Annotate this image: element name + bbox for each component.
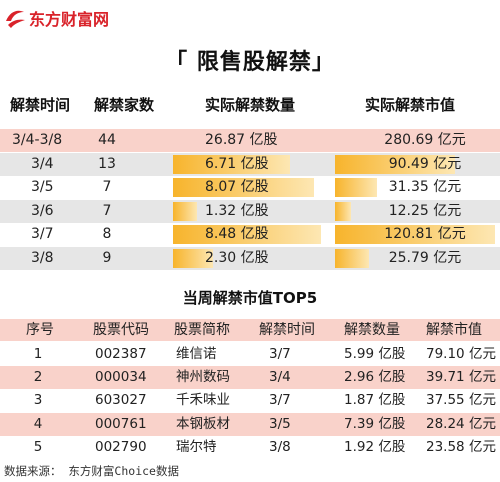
row-count: 9 bbox=[102, 249, 112, 266]
top5-date: 3/7 bbox=[269, 392, 291, 409]
header-shares: 解禁数量 bbox=[344, 322, 400, 338]
top5-row: 4 000761 本钢板材 3/5 7.39 亿股 28.24 亿元 bbox=[0, 412, 500, 436]
top5-name: 维信诺 bbox=[176, 346, 217, 362]
header: 东方财富网 bbox=[0, 0, 500, 38]
header-value: 实际解禁市值 bbox=[365, 96, 456, 114]
top5-code: 000761 bbox=[95, 415, 147, 432]
row-date: 3/8 bbox=[31, 249, 54, 266]
top5-code: 603027 bbox=[95, 392, 147, 409]
top5-name: 瑞尔特 bbox=[176, 438, 217, 455]
row-count: 7 bbox=[102, 202, 112, 219]
unlock-row: 3/4-3/8 44 26.87 亿股 280.69 亿元 bbox=[0, 129, 500, 152]
data-source: 数据来源： 东方财富Choice数据 bbox=[4, 464, 179, 478]
brand-name: 东方财富网 bbox=[29, 10, 110, 29]
shares-bar bbox=[173, 225, 321, 244]
row-value: 280.69 亿元 bbox=[384, 132, 466, 148]
header-code: 股票代码 bbox=[93, 322, 149, 338]
value-bar bbox=[335, 201, 351, 221]
top5-value: 28.24 亿元 bbox=[426, 415, 496, 432]
page-title: 「 限售股解禁」 bbox=[165, 50, 335, 75]
row-shares: 8.48 亿股 bbox=[205, 226, 269, 242]
top5-code: 000034 bbox=[95, 369, 147, 386]
top5-name: 千禾味业 bbox=[176, 392, 230, 409]
top5-no: 5 bbox=[33, 438, 43, 455]
header-date: 解禁时间 bbox=[10, 96, 71, 114]
top5-shares: 1.92 亿股 bbox=[344, 438, 406, 455]
row-count: 44 bbox=[98, 132, 116, 148]
top5-value: 23.58 亿元 bbox=[426, 438, 496, 455]
value-bar bbox=[335, 178, 377, 197]
unlock-row: 3/5 7 8.07 亿股 31.35 亿元 bbox=[0, 176, 500, 199]
top5-code: 002387 bbox=[95, 346, 147, 362]
unlock-table-header: 解禁时间 解禁家数 实际解禁数量 实际解禁市值 bbox=[0, 94, 500, 120]
top5-row: 1 002387 维信诺 3/7 5.99 亿股 79.10 亿元 bbox=[0, 343, 500, 366]
row-date: 3/4 bbox=[31, 155, 54, 172]
row-count: 7 bbox=[102, 179, 112, 195]
top5-value: 39.71 亿元 bbox=[426, 369, 496, 386]
value-bar bbox=[335, 154, 455, 174]
unlock-row: 3/8 9 2.30 亿股 25.79 亿元 bbox=[0, 246, 500, 270]
top5-table-header: 序号 股票代码 股票简称 解禁时间 解禁数量 解禁市值 bbox=[0, 319, 500, 341]
row-shares: 26.87 亿股 bbox=[205, 132, 278, 148]
header-date: 解禁时间 bbox=[259, 322, 315, 338]
row-date: 3/6 bbox=[31, 202, 54, 219]
row-shares: 1.32 亿股 bbox=[205, 202, 269, 219]
top5-no: 1 bbox=[33, 346, 43, 362]
top5-shares: 7.39 亿股 bbox=[344, 415, 406, 432]
value-bar bbox=[335, 225, 495, 244]
top5-value: 79.10 亿元 bbox=[426, 346, 496, 362]
top5-name: 本钢板材 bbox=[176, 415, 230, 432]
row-count: 13 bbox=[98, 155, 116, 172]
shares-bar bbox=[173, 154, 290, 174]
top5-row: 5 002790 瑞尔特 3/8 1.92 亿股 23.58 亿元 bbox=[0, 435, 500, 459]
brand-logo[interactable]: 东方财富网 bbox=[4, 6, 109, 30]
top5-date: 3/8 bbox=[269, 438, 291, 455]
top5-title: 当周解禁市值TOP5 bbox=[182, 289, 318, 307]
top5-shares: 2.96 亿股 bbox=[344, 369, 406, 386]
top5-row: 3 603027 千禾味业 3/7 1.87 亿股 37.55 亿元 bbox=[0, 389, 500, 413]
row-value: 12.25 亿元 bbox=[388, 202, 462, 219]
top5-name: 神州数码 bbox=[176, 369, 230, 386]
row-date: 3/7 bbox=[31, 226, 54, 242]
unlock-row: 3/6 7 1.32 亿股 12.25 亿元 bbox=[0, 199, 500, 223]
shares-bar bbox=[173, 178, 314, 197]
top5-no: 4 bbox=[33, 415, 43, 432]
top5-date: 3/7 bbox=[269, 346, 291, 362]
row-value: 25.79 亿元 bbox=[388, 249, 462, 266]
row-date: 3/4-3/8 bbox=[12, 132, 63, 148]
row-shares: 2.30 亿股 bbox=[205, 249, 269, 266]
unlock-row: 3/4 13 6.71 亿股 90.49 亿元 bbox=[0, 152, 500, 176]
header-value: 解禁市值 bbox=[426, 322, 482, 338]
top5-row: 2 000034 神州数码 3/4 2.96 亿股 39.71 亿元 bbox=[0, 366, 500, 390]
top5-shares: 5.99 亿股 bbox=[344, 346, 406, 362]
row-date: 3/5 bbox=[31, 179, 54, 195]
top5-date: 3/4 bbox=[269, 369, 291, 386]
top5-no: 2 bbox=[33, 369, 43, 386]
top5-code: 002790 bbox=[95, 438, 147, 455]
value-bar bbox=[335, 248, 369, 268]
header-shares: 实际解禁数量 bbox=[205, 96, 296, 114]
top5-date: 3/5 bbox=[269, 415, 291, 432]
header-no: 序号 bbox=[26, 322, 54, 338]
row-value: 90.49 亿元 bbox=[388, 155, 462, 172]
shares-bar bbox=[173, 201, 197, 221]
row-value: 31.35 亿元 bbox=[388, 179, 462, 195]
row-value: 120.81 亿元 bbox=[384, 226, 466, 242]
row-shares: 6.71 亿股 bbox=[205, 155, 269, 172]
row-shares: 8.07 亿股 bbox=[205, 179, 269, 195]
header-count: 解禁家数 bbox=[94, 96, 155, 114]
row-count: 8 bbox=[102, 226, 112, 242]
brand-logo-icon bbox=[6, 10, 25, 28]
top5-shares: 1.87 亿股 bbox=[344, 392, 406, 409]
header-name: 股票简称 bbox=[174, 322, 230, 338]
unlock-row: 3/7 8 8.48 亿股 120.81 亿元 bbox=[0, 223, 500, 246]
top5-value: 37.55 亿元 bbox=[426, 392, 496, 409]
shares-bar bbox=[173, 248, 213, 268]
top5-no: 3 bbox=[33, 392, 43, 409]
